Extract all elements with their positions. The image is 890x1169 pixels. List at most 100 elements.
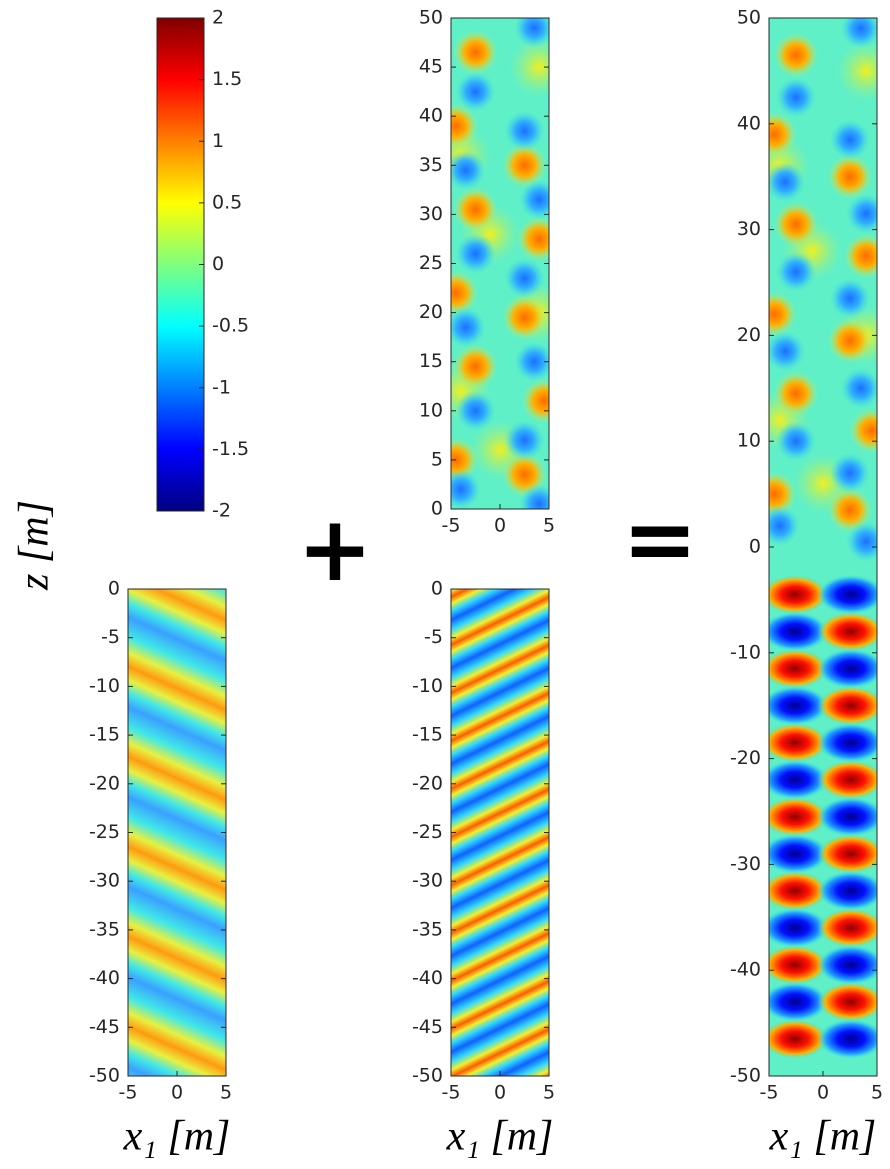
x-tick-label: -5 bbox=[442, 1082, 461, 1104]
blob bbox=[836, 40, 877, 101]
blob bbox=[828, 318, 872, 363]
x-tick-label: 5 bbox=[543, 515, 555, 537]
blob bbox=[817, 796, 877, 837]
blob bbox=[817, 907, 877, 948]
blob bbox=[769, 161, 806, 202]
colorbar-tick-label: -0.5 bbox=[212, 315, 249, 337]
y-tick-label: -30 bbox=[89, 870, 120, 892]
colorbar bbox=[156, 17, 205, 512]
blob bbox=[451, 270, 478, 315]
y-tick-label: 30 bbox=[419, 203, 443, 225]
blob bbox=[519, 179, 549, 220]
blob bbox=[769, 870, 829, 911]
y-tick-label: 15 bbox=[419, 350, 443, 372]
y-tick-label: -15 bbox=[89, 724, 120, 746]
blob bbox=[453, 30, 498, 75]
blob bbox=[502, 295, 547, 340]
x-tick-label: 0 bbox=[494, 1082, 506, 1104]
blob bbox=[509, 37, 549, 98]
blob bbox=[817, 611, 877, 652]
y-tick-label: -20 bbox=[412, 772, 443, 794]
x-tick-label: 5 bbox=[543, 1082, 555, 1104]
y-tick-label: 50 bbox=[737, 7, 761, 29]
blob bbox=[774, 371, 818, 416]
y-tick-label: -50 bbox=[89, 1065, 120, 1087]
blob bbox=[817, 685, 877, 726]
y-tick-label: 25 bbox=[419, 252, 443, 274]
blob bbox=[828, 487, 872, 532]
blob bbox=[817, 833, 877, 874]
x-tick-label: -5 bbox=[760, 1082, 779, 1104]
y-tick-label: -40 bbox=[730, 959, 761, 981]
y-tick-label: 5 bbox=[431, 448, 443, 470]
blob bbox=[776, 251, 816, 292]
blob bbox=[504, 420, 545, 461]
y-tick-label: -35 bbox=[412, 918, 443, 940]
blob bbox=[451, 307, 486, 348]
y-tick-label: 30 bbox=[737, 218, 761, 240]
blob bbox=[769, 648, 829, 689]
y-tick-label: -50 bbox=[412, 1065, 443, 1087]
colorbar-tick-label: -1.5 bbox=[212, 438, 249, 460]
blob bbox=[504, 258, 545, 299]
x-tick-label: 0 bbox=[817, 1082, 829, 1104]
blob bbox=[849, 408, 877, 453]
y-tick-label: -50 bbox=[730, 1065, 761, 1087]
blob bbox=[769, 796, 829, 837]
y-tick-label: -20 bbox=[89, 772, 120, 794]
y-tick-label: -25 bbox=[412, 821, 443, 843]
y-tick-label: -40 bbox=[89, 967, 120, 989]
y-tick-label: 20 bbox=[737, 324, 761, 346]
blob bbox=[769, 944, 829, 985]
y-tick-label: 0 bbox=[431, 498, 443, 520]
blob bbox=[455, 390, 496, 431]
heatmap-image bbox=[451, 589, 549, 1076]
heatmap-field bbox=[128, 589, 226, 1076]
blob bbox=[519, 484, 549, 509]
blob bbox=[451, 150, 486, 191]
blob bbox=[769, 112, 797, 157]
blob bbox=[769, 685, 829, 726]
y-axis-label: z [m] bbox=[12, 500, 58, 591]
y-tick-label: -30 bbox=[730, 853, 761, 875]
x-tick-label: -5 bbox=[119, 1082, 138, 1104]
blob bbox=[828, 154, 872, 199]
y-tick-label: 10 bbox=[419, 399, 443, 421]
blob bbox=[846, 193, 877, 234]
x-axis-label: x₁ [m] bbox=[123, 1114, 231, 1160]
x-tick-label: 0 bbox=[171, 1082, 183, 1104]
x-axis-label: x₁ [m] bbox=[446, 1114, 554, 1160]
blob bbox=[830, 119, 870, 160]
x-tick-label: 5 bbox=[871, 1082, 883, 1104]
blob bbox=[840, 18, 877, 49]
colorbar-tick-label: 1 bbox=[212, 130, 224, 152]
heatmap-image bbox=[128, 589, 226, 1076]
blob bbox=[769, 722, 829, 763]
blob bbox=[817, 759, 877, 800]
blob bbox=[517, 216, 549, 261]
x-tick-label: 0 bbox=[494, 515, 506, 537]
blob bbox=[774, 202, 818, 247]
y-tick-label: 40 bbox=[419, 105, 443, 127]
x-tick-label: -5 bbox=[442, 515, 461, 537]
blob bbox=[844, 234, 877, 279]
blob bbox=[455, 233, 496, 274]
blob bbox=[769, 833, 829, 874]
blob bbox=[817, 981, 877, 1022]
equals-sign: = bbox=[622, 487, 697, 592]
blob bbox=[817, 1018, 877, 1059]
blob bbox=[774, 33, 818, 78]
blob bbox=[840, 368, 877, 409]
y-tick-label: -10 bbox=[89, 675, 120, 697]
y-tick-label: -25 bbox=[89, 821, 120, 843]
blob bbox=[817, 722, 877, 763]
blob bbox=[769, 574, 829, 615]
y-tick-label: -35 bbox=[89, 918, 120, 940]
colorbar-tick-label: 0.5 bbox=[212, 191, 242, 213]
blob bbox=[453, 187, 498, 232]
colorbar-tick-label: -2 bbox=[212, 500, 231, 522]
blob bbox=[453, 344, 498, 389]
heatmap-field bbox=[451, 589, 549, 1076]
blob bbox=[514, 18, 549, 48]
blob bbox=[502, 143, 547, 188]
